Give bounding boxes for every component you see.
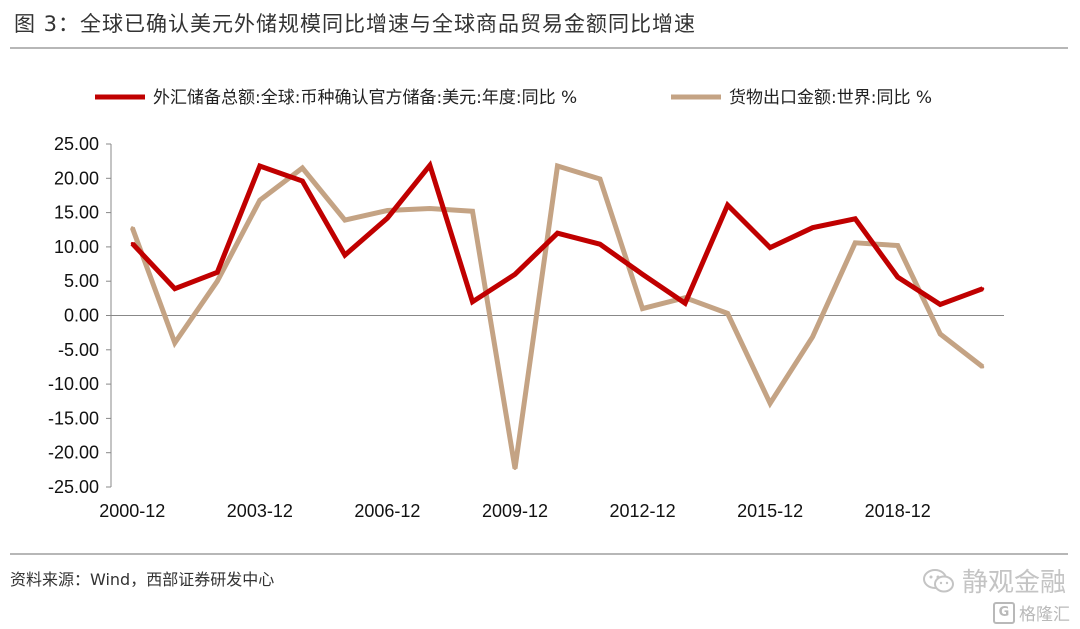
data-point-exports <box>981 365 985 369</box>
legend-label-exports: 货物出口金额:世界:同比 % <box>729 88 932 108</box>
site-name: 格隆汇 <box>1019 605 1070 625</box>
brand-watermark: 静观金融 <box>922 562 1066 599</box>
x-tick-label: 2009-12 <box>482 501 548 521</box>
top-divider <box>10 47 1068 49</box>
data-point-exports <box>343 218 347 222</box>
wechat-icon <box>922 568 954 592</box>
y-tick-label: 15.00 <box>54 203 99 223</box>
data-point-exports <box>130 226 134 230</box>
brand-name: 静观金融 <box>961 568 1066 598</box>
bottom-divider <box>10 553 1068 555</box>
y-tick-label: 0.00 <box>64 306 99 326</box>
site-watermark: G 格隆汇 <box>993 600 1070 625</box>
y-tick-label: 20.00 <box>54 168 99 188</box>
data-point-exports <box>641 307 645 311</box>
data-point-exports <box>598 177 602 181</box>
y-axis-ticks: 25.00 20.00 15.00 10.00 5.00 0.00 -5.00 -10.00 -… <box>48 134 111 497</box>
data-point-exports <box>173 341 177 345</box>
data-point-exports <box>768 401 772 405</box>
y-tick-label: -20.00 <box>48 443 99 463</box>
x-axis-ticks: 2000-12 2003-12 2006-12 2009-12 2012-12 2015-… <box>99 501 930 521</box>
data-point-exports <box>853 241 857 245</box>
data-point-exports <box>896 244 900 248</box>
data-point-exports <box>556 164 559 168</box>
series-line-reserves <box>130 160 984 308</box>
y-tick-label: -15.00 <box>48 408 99 428</box>
chart-legend: 外汇储备总额:全球:币种确认官方储备:美元:年度:同比 % 货物出口金额:世界:… <box>95 88 932 108</box>
y-tick-label: -25.00 <box>48 477 99 497</box>
series-line-exports <box>129 162 985 469</box>
data-point-exports <box>726 311 730 315</box>
y-tick-label: -10.00 <box>48 374 99 394</box>
figure-title: 图 3：全球已确认美元外储规模同比增速与全球商品贸易金额同比增速 <box>14 12 697 36</box>
data-point-exports <box>513 466 517 470</box>
data-point-exports <box>258 198 262 202</box>
data-point-exports <box>300 166 304 170</box>
series-layer <box>129 160 985 470</box>
data-point-exports <box>215 279 219 283</box>
legend-label-reserves: 外汇储备总额:全球:币种确认官方储备:美元:年度:同比 % <box>153 88 577 108</box>
data-point-exports <box>428 206 432 210</box>
x-tick-label: 2012-12 <box>610 501 676 521</box>
y-tick-label: -5.00 <box>58 340 99 360</box>
data-point-exports <box>470 209 474 213</box>
x-tick-label: 2018-12 <box>865 501 931 521</box>
x-tick-label: 2000-12 <box>99 501 165 521</box>
x-tick-label: 2015-12 <box>737 501 803 521</box>
source-note: 资料来源：Wind，西部证券研发中心 <box>10 570 275 589</box>
data-point-exports <box>811 335 815 339</box>
y-tick-label: 25.00 <box>54 134 99 154</box>
g-logo-icon: G <box>993 601 1015 624</box>
y-tick-label: 10.00 <box>54 237 99 257</box>
y-tick-label: 5.00 <box>64 271 99 291</box>
data-point-exports <box>385 209 389 213</box>
data-point-exports <box>938 332 942 336</box>
x-tick-label: 2006-12 <box>354 501 420 521</box>
x-tick-label: 2003-12 <box>227 501 293 521</box>
